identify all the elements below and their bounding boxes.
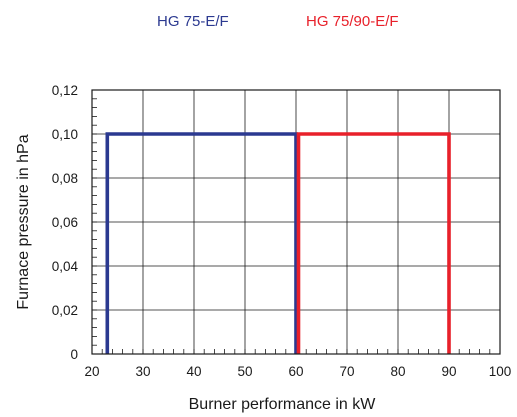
x-tick-label: 50 [237, 364, 252, 379]
series-line-2 [296, 132, 451, 354]
y-tick-label: 0,06 [52, 215, 78, 230]
x-tick-label: 70 [339, 364, 354, 379]
legend: HG 75-E/F HG 75/90-E/F [157, 13, 399, 30]
y-tick-label: 0,12 [52, 83, 78, 98]
x-tick-labels: 20 30 40 50 60 70 80 90 100 [84, 364, 511, 379]
y-tick-label: 0,10 [52, 127, 78, 142]
x-tick-label: 80 [390, 364, 405, 379]
legend-entry-hg75-90: HG 75/90-E/F [306, 13, 399, 30]
x-tick-label: 30 [135, 364, 150, 379]
x-axis-title: Burner performance in kW [189, 396, 377, 413]
minor-ticks [92, 98, 491, 354]
series-lines [105, 132, 451, 354]
x-tick-label: 40 [186, 364, 201, 379]
x-tick-label: 20 [84, 364, 99, 379]
y-axis-title: Furnace pressure in hPa [15, 134, 32, 309]
y-tick-label: 0,04 [52, 259, 79, 274]
x-tick-label: 90 [441, 364, 456, 379]
y-tick-label: 0 [70, 347, 78, 362]
series-line-1 [105, 132, 298, 354]
x-tick-label: 60 [288, 364, 303, 379]
y-tick-labels: 0 0,02 0,04 0,06 0,08 0,10 0,12 [52, 83, 79, 362]
y-tick-label: 0,08 [52, 171, 78, 186]
x-tick-label: 100 [489, 364, 512, 379]
plot-frame [91, 89, 501, 355]
legend-entry-hg75: HG 75-E/F [157, 13, 229, 30]
y-tick-label: 0,02 [52, 303, 78, 318]
